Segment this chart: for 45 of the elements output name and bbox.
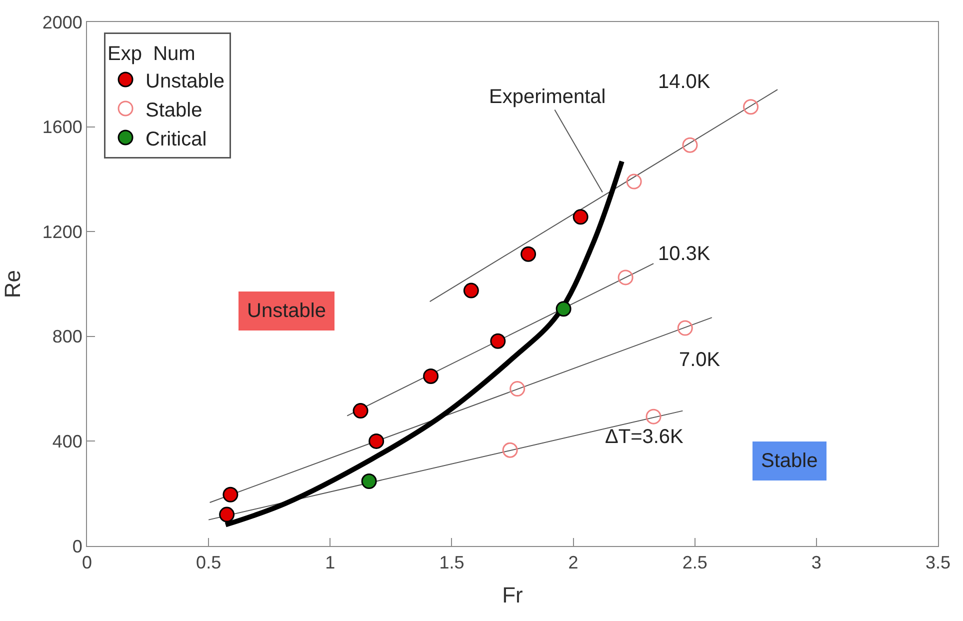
point bbox=[361, 474, 377, 490]
annotation: 10.3K bbox=[658, 243, 711, 265]
point bbox=[219, 506, 235, 522]
annotation: ΔT=3.6K bbox=[605, 426, 684, 448]
x-tick-label: 3.5 bbox=[925, 552, 951, 573]
point bbox=[618, 270, 634, 286]
annotation: Stable bbox=[761, 450, 818, 472]
legend-title: Exp Num bbox=[108, 42, 196, 65]
x-tick-label: 3 bbox=[811, 552, 822, 573]
point bbox=[510, 381, 526, 397]
point bbox=[490, 333, 506, 349]
y-tick-label: 800 bbox=[52, 326, 82, 347]
legend-label: Stable bbox=[146, 99, 202, 122]
legend-label: Critical bbox=[146, 128, 207, 150]
point bbox=[572, 209, 588, 225]
point bbox=[626, 174, 642, 190]
y-tick-label: 0 bbox=[72, 536, 82, 556]
point bbox=[646, 408, 662, 424]
point bbox=[463, 282, 479, 298]
x-tick-label: 1.5 bbox=[439, 552, 464, 573]
legend-label: Unstable bbox=[146, 70, 224, 92]
y-tick-label: 1200 bbox=[42, 222, 82, 242]
y-tick-label: 2000 bbox=[42, 12, 82, 32]
annotation: Unstable bbox=[247, 300, 326, 322]
x-axis-title: Fr bbox=[502, 582, 523, 608]
x-tick-label: 2.5 bbox=[682, 552, 708, 573]
annotation: 14.0K bbox=[658, 71, 711, 93]
y-axis-title: Re bbox=[0, 270, 26, 298]
annotation: 7.0K bbox=[679, 349, 721, 371]
point bbox=[423, 368, 439, 384]
point bbox=[677, 320, 693, 336]
point bbox=[222, 486, 238, 502]
y-tick-label: 1600 bbox=[42, 117, 82, 138]
x-tick-label: 1 bbox=[325, 552, 336, 573]
point bbox=[368, 433, 384, 449]
point bbox=[520, 246, 536, 262]
x-tick-label: 0.5 bbox=[196, 552, 222, 573]
y-tick-label: 400 bbox=[52, 432, 82, 452]
point bbox=[352, 403, 368, 419]
x-tick-label: 2 bbox=[568, 552, 578, 573]
annotation: Experimental bbox=[489, 86, 606, 108]
point bbox=[502, 442, 518, 458]
point bbox=[682, 137, 698, 153]
point bbox=[743, 99, 759, 115]
point bbox=[556, 301, 572, 317]
